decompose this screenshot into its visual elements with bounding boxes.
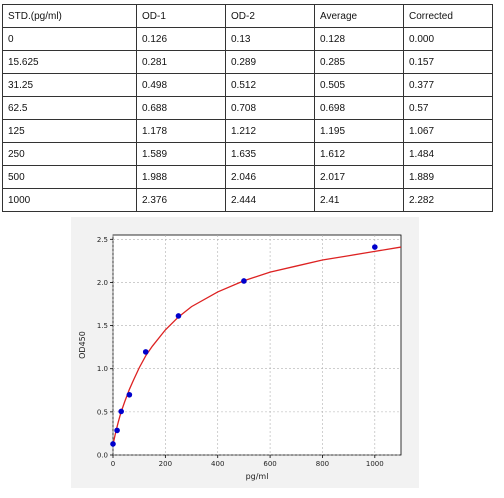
plot-area <box>112 234 402 456</box>
table-cell: 1.178 <box>136 119 226 143</box>
table-row: 250 1.589 1.635 1.612 1.484 <box>2 142 493 166</box>
table-cell: 2.282 <box>403 188 493 212</box>
table-cell: 2.376 <box>136 188 226 212</box>
axis-ticks: 0 200 400 600 800 1000 0.0 0.5 1.0 1.5 2.0 2.5 <box>97 236 384 468</box>
y-tick-label: 0.0 <box>97 452 108 460</box>
table-cell: 0.281 <box>136 50 226 74</box>
table-row: 62.5 0.688 0.708 0.698 0.57 <box>2 96 493 120</box>
table-header-row: STD.(pg/ml) OD-1 OD-2 Average Corrected <box>2 4 493 28</box>
chart-panel: 0 200 400 600 800 1000 0.0 0.5 1.0 1.5 2.0 2.5 pg/m… <box>71 217 419 488</box>
standard-curve-chart: 0 200 400 600 800 1000 0.0 0.5 1.0 1.5 2.0 2.5 pg/m… <box>78 234 402 481</box>
data-points-layer <box>110 244 378 447</box>
data-point <box>142 349 149 355</box>
table-cell: 1.212 <box>225 119 315 143</box>
y-tick-label: 2.0 <box>97 279 108 287</box>
table-cell: 0.498 <box>136 73 226 97</box>
x-axis-label: pg/ml <box>246 472 269 481</box>
table-cell: 0.157 <box>403 50 493 74</box>
table-cell: 0.708 <box>225 96 315 120</box>
table-cell: 0.126 <box>136 27 226 51</box>
table-cell: 2.017 <box>314 165 404 189</box>
y-tick-label: 2.5 <box>97 236 108 244</box>
x-tick-label: 0 <box>111 460 115 468</box>
table-cell: 15.625 <box>2 50 137 74</box>
table-cell: 1.612 <box>314 142 404 166</box>
x-tick-label: 600 <box>263 460 276 468</box>
x-tick-label: 200 <box>159 460 172 468</box>
data-point <box>126 391 133 398</box>
table-cell: 0 <box>2 27 137 51</box>
table-row: 500 1.988 2.046 2.017 1.889 <box>2 165 493 189</box>
table-cell: 31.25 <box>2 73 137 97</box>
table-cell: 0.000 <box>403 27 493 51</box>
data-point <box>110 441 116 447</box>
data-point <box>175 313 182 319</box>
y-tick-label: 1.0 <box>97 365 108 373</box>
table-cell: 0.57 <box>403 96 493 120</box>
table-cell: 0.289 <box>225 50 315 74</box>
table-cell: 62.5 <box>2 96 137 120</box>
table-cell: 0.285 <box>314 50 404 74</box>
table-cell: 1.484 <box>403 142 493 166</box>
column-header: OD-2 <box>225 4 315 28</box>
x-tick-label: 1000 <box>366 460 384 468</box>
table-cell: 500 <box>2 165 137 189</box>
column-header: Average <box>314 4 404 28</box>
table-cell: 1.589 <box>136 142 226 166</box>
data-point <box>118 408 124 415</box>
x-tick-label: 800 <box>316 460 329 468</box>
table-cell: 1.988 <box>136 165 226 189</box>
standard-curve-table: STD.(pg/ml) OD-1 OD-2 Average Corrected 0 0.12… <box>2 4 493 212</box>
table-cell: 0.512 <box>225 73 315 97</box>
table-cell: 2.41 <box>314 188 404 212</box>
table-cell: 0.505 <box>314 73 404 97</box>
table-cell: 1.635 <box>225 142 315 166</box>
table-cell: 0.13 <box>225 27 315 51</box>
y-tick-label: 1.5 <box>97 322 108 330</box>
table-cell: 2.444 <box>225 188 315 212</box>
table-cell: 1.889 <box>403 165 493 189</box>
column-header: STD.(pg/ml) <box>2 4 137 28</box>
data-point <box>114 427 120 434</box>
table-row: 31.25 0.498 0.512 0.505 0.377 <box>2 73 493 97</box>
table-cell: 1.067 <box>403 119 493 143</box>
table-cell: 0.698 <box>314 96 404 120</box>
table-cell: 0.377 <box>403 73 493 97</box>
table-row: 1000 2.376 2.444 2.41 2.282 <box>2 188 493 212</box>
x-tick-label: 400 <box>211 460 224 468</box>
table-row: 0 0.126 0.13 0.128 0.000 <box>2 27 493 51</box>
table-cell: 0.128 <box>314 27 404 51</box>
y-tick-label: 0.5 <box>97 408 108 416</box>
table-cell: 2.046 <box>225 165 315 189</box>
table-row: 15.625 0.281 0.289 0.285 0.157 <box>2 50 493 74</box>
table-cell: 250 <box>2 142 137 166</box>
table-cell: 125 <box>2 119 137 143</box>
column-header: Corrected <box>403 4 493 28</box>
column-header: OD-1 <box>136 4 226 28</box>
data-point <box>372 244 378 250</box>
data-point <box>241 278 247 284</box>
table-cell: 0.688 <box>136 96 226 120</box>
table-cell: 1.195 <box>314 119 404 143</box>
table-cell: 1000 <box>2 188 137 212</box>
table-row: 125 1.178 1.212 1.195 1.067 <box>2 119 493 143</box>
y-axis-label: OD450 <box>78 331 87 359</box>
